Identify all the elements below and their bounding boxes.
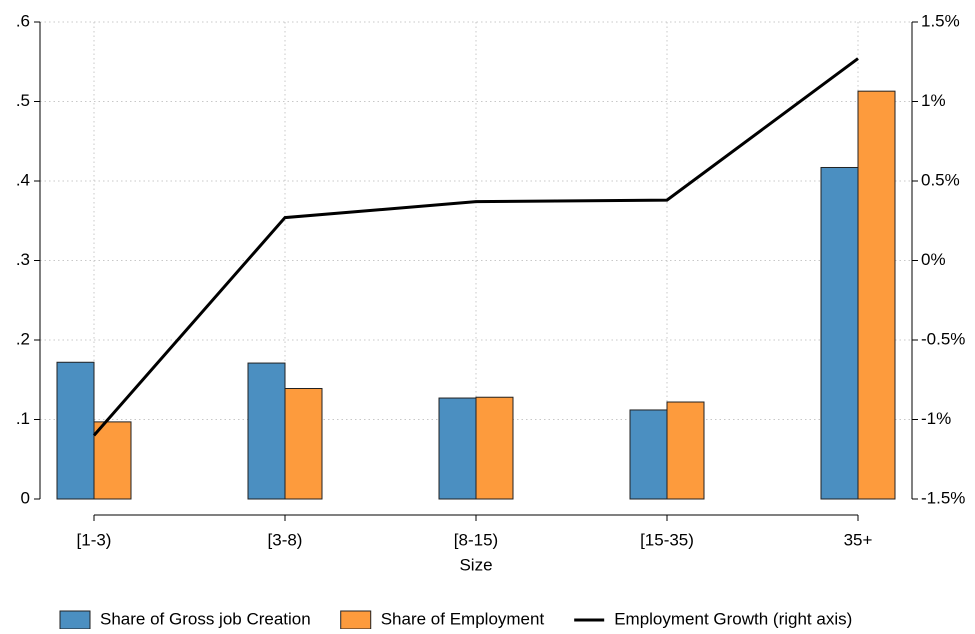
y-tick-label: .1 bbox=[16, 409, 30, 428]
x-tick-label: 35+ bbox=[844, 530, 873, 549]
y-tick-label: .4 bbox=[16, 170, 30, 189]
line bbox=[92, 57, 859, 437]
bar bbox=[56, 361, 95, 500]
bar bbox=[284, 387, 323, 500]
bar bbox=[857, 90, 896, 500]
x-tick-label: [3-8) bbox=[268, 530, 303, 549]
y2-tick-label: 0.5% bbox=[921, 170, 960, 189]
y-tick-label: 0 bbox=[21, 488, 30, 507]
bar bbox=[820, 166, 859, 500]
x-axis-label: Size bbox=[459, 555, 492, 574]
bar bbox=[666, 401, 705, 500]
bar bbox=[629, 409, 668, 500]
bar bbox=[93, 421, 132, 500]
y2-tick-label: 0% bbox=[921, 250, 946, 269]
bar bbox=[247, 362, 286, 500]
legend-label: Share of Employment bbox=[381, 609, 545, 628]
legend-label: Share of Gross job Creation bbox=[100, 609, 311, 628]
y2-tick-label: -1.5% bbox=[921, 488, 965, 507]
y-tick-label: .5 bbox=[16, 91, 30, 110]
x-tick-label: [1-3) bbox=[77, 530, 112, 549]
x-tick-label: [15-35) bbox=[640, 530, 694, 549]
x-tick-label: [8-15) bbox=[454, 530, 498, 549]
legend-label: Employment Growth (right axis) bbox=[614, 609, 852, 628]
y2-tick-label: -0.5% bbox=[921, 329, 965, 348]
legend-swatch bbox=[59, 610, 91, 630]
y2-tick-label: 1.5% bbox=[921, 11, 960, 30]
bar bbox=[475, 396, 514, 500]
y-tick-label: .6 bbox=[16, 11, 30, 30]
y2-tick-label: -1% bbox=[921, 409, 951, 428]
legend-swatch bbox=[340, 610, 372, 630]
y2-tick-label: 1% bbox=[921, 91, 946, 110]
y-tick-label: .3 bbox=[16, 250, 30, 269]
y-tick-label: .2 bbox=[16, 329, 30, 348]
bar bbox=[438, 397, 477, 500]
